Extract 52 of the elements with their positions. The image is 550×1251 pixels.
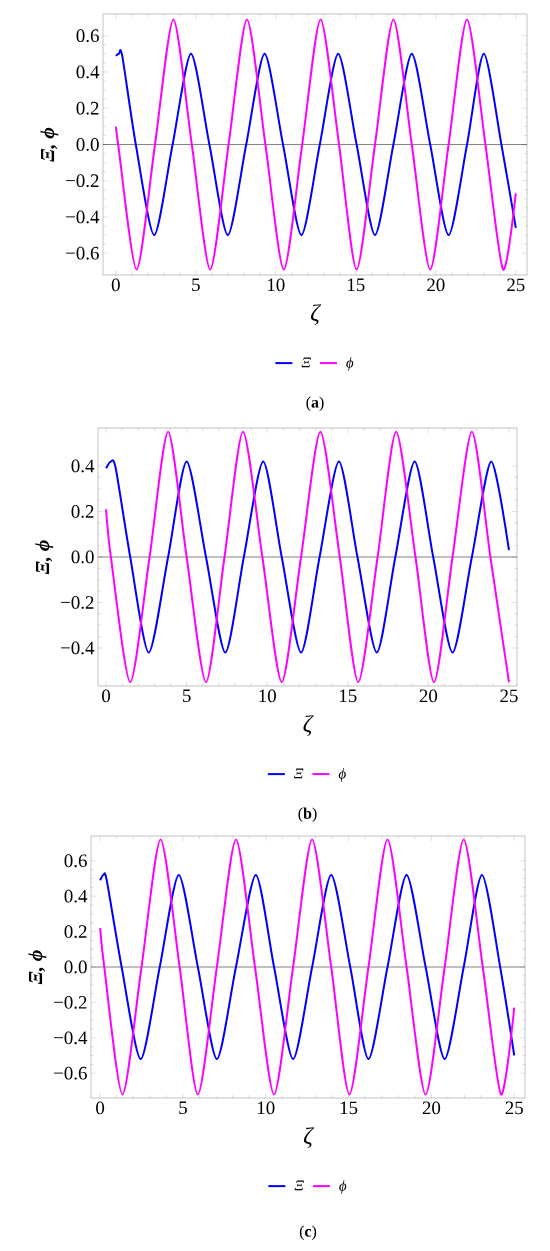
- y-tick-label: 0.2: [76, 101, 99, 115]
- y-tick-label: 0.0: [76, 138, 99, 151]
- legend-label: ϕ: [346, 357, 354, 371]
- x-tick-label: 15: [339, 689, 357, 703]
- x-tick-label: 10: [257, 1101, 275, 1115]
- x-tick-label: 0: [111, 278, 120, 292]
- y-tick-label: 0.2: [71, 505, 94, 518]
- x-tick-label: 25: [507, 278, 525, 292]
- legend-label: Ξ: [294, 1180, 304, 1191]
- x-tick-label: 15: [340, 1101, 358, 1115]
- x-tick-label: 5: [183, 689, 191, 703]
- x-tick-label: 20: [427, 278, 445, 292]
- y-tick-label: 0.6: [76, 29, 99, 43]
- y-tick-label: 0.0: [71, 550, 94, 564]
- y-tick-label: −0.2: [61, 596, 94, 609]
- text: (a): [306, 396, 324, 411]
- x-axis-title: ζ: [310, 304, 322, 325]
- y-tick-label: −0.4: [54, 1031, 88, 1045]
- x-tick-label: 15: [348, 278, 365, 292]
- y-tick-label: −0.2: [66, 174, 99, 188]
- x-tick-label: 25: [505, 1101, 523, 1115]
- x-axis-title: ζ: [303, 715, 314, 736]
- y-tick-label: −0.4: [61, 641, 95, 655]
- y-tick-label: 0.4: [64, 889, 88, 903]
- y-tick-label: 0.4: [76, 65, 100, 79]
- x-tick-label: 10: [259, 689, 276, 703]
- x-tick-label: 0: [102, 689, 111, 703]
- text: (c): [299, 1225, 317, 1240]
- legend-label: Ξ: [301, 357, 311, 368]
- y-tick-label: 0.4: [71, 459, 95, 473]
- text: (b): [298, 807, 317, 822]
- y-axis-title: Ξ, ϕ: [40, 127, 59, 162]
- y-tick-label: 0.0: [64, 960, 87, 974]
- x-tick-label: 25: [500, 689, 518, 703]
- x-tick-label: 5: [179, 1101, 187, 1115]
- y-tick-label: −0.2: [54, 995, 87, 1009]
- y-tick-label: −0.4: [66, 210, 100, 224]
- y-axis-title: Ξ, ϕ: [35, 540, 54, 575]
- y-tick-label: −0.6: [54, 1066, 87, 1080]
- x-tick-label: 10: [268, 278, 285, 292]
- x-tick-label: 0: [96, 1101, 105, 1115]
- y-tick-label: 0.6: [64, 854, 87, 868]
- legend-label: Ξ: [294, 768, 304, 779]
- x-tick-label: 20: [419, 689, 438, 703]
- legend-label: ϕ: [338, 768, 346, 782]
- y-tick-label: −0.6: [66, 246, 99, 260]
- x-tick-label: 20: [422, 1101, 441, 1115]
- y-tick-label: 0.2: [64, 925, 87, 939]
- x-tick-label: 5: [192, 278, 200, 292]
- y-axis-title: Ξ, ϕ: [28, 950, 47, 985]
- legend-label: ϕ: [339, 1180, 347, 1194]
- x-axis-title: ζ: [303, 1127, 315, 1148]
